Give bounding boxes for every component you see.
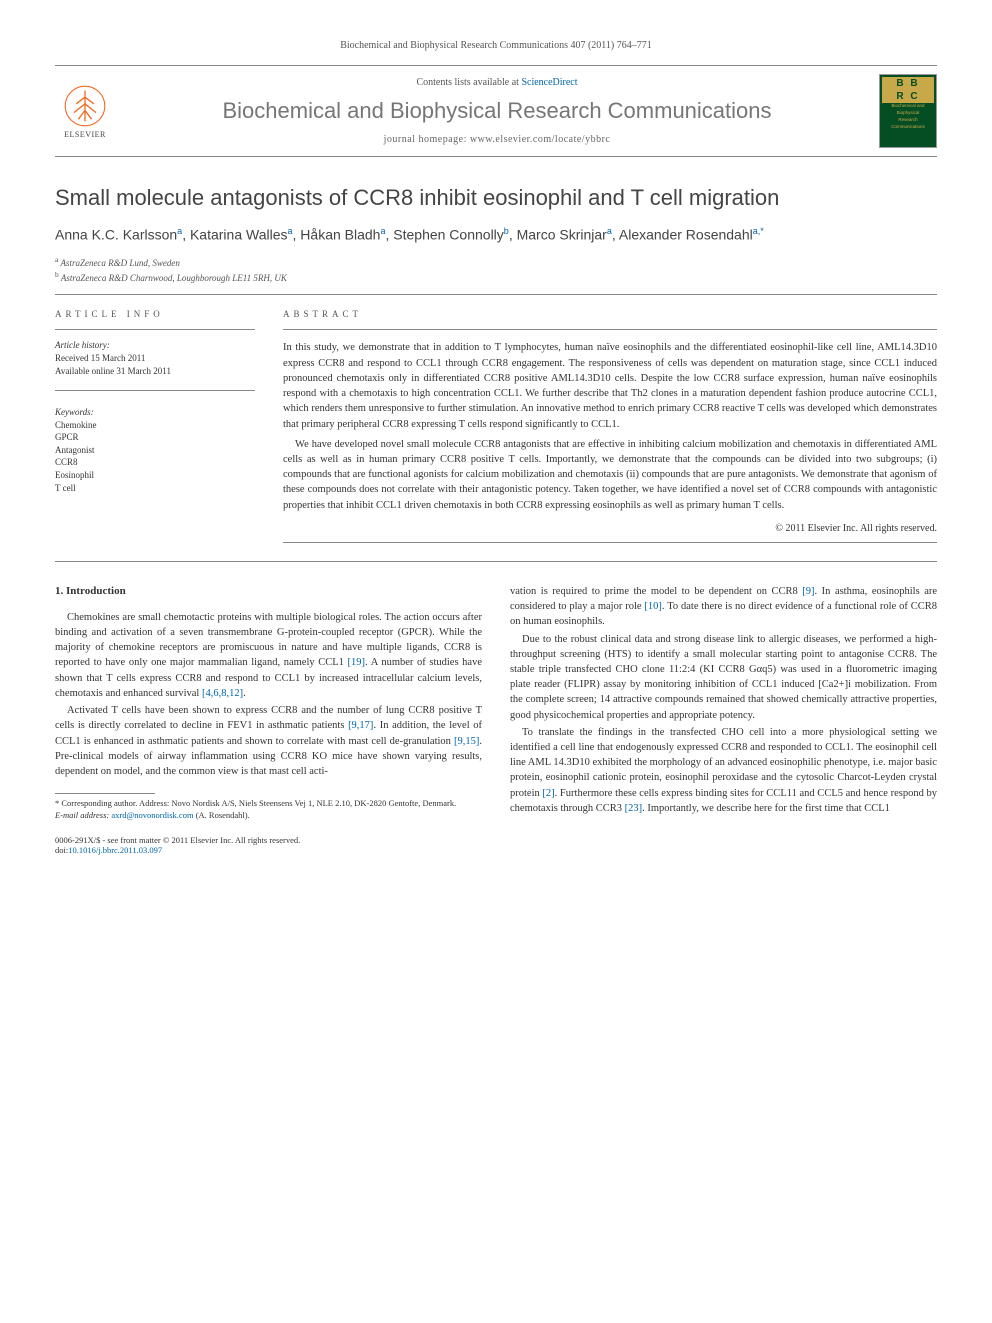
divider [283,542,937,543]
article-meta-row: ARTICLE INFO Article history: Received 1… [55,309,937,542]
cover-abbrev-top: B B [882,77,934,90]
sciencedirect-link[interactable]: ScienceDirect [521,77,577,88]
citation-link[interactable]: [19] [348,657,366,668]
intro-heading: 1. Introduction [55,584,482,600]
contents-prefix: Contents lists available at [416,77,521,88]
available-date: Available online 31 March 2011 [55,365,255,378]
cover-subtitle3: Research [882,118,934,123]
issn-copyright: 0006-291X/$ - see front matter © 2011 El… [55,835,300,845]
intro-para-2: Activated T cells have been shown to exp… [55,703,482,779]
article-info-column: ARTICLE INFO Article history: Received 1… [55,309,255,542]
keyword-item: T cell [55,482,255,495]
authors-list: Anna K.C. Karlssona, Katarina Wallesa, H… [55,225,937,245]
footnote-divider [55,793,155,794]
citation-link[interactable]: [9,17] [348,720,373,731]
header-center: Contents lists available at ScienceDirec… [115,77,879,145]
keyword-item: CCR8 [55,456,255,469]
citation-link[interactable]: [4,6,8,12] [202,688,243,699]
article-title: Small molecule antagonists of CCR8 inhib… [55,185,937,211]
article-info-heading: ARTICLE INFO [55,309,255,319]
affiliation-a: a AstraZeneca R&D Lund, Sweden [55,255,937,270]
abstract-para-1: In this study, we demonstrate that in ad… [283,340,937,431]
citation-link[interactable]: [2] [542,788,554,799]
doi-link[interactable]: 10.1016/j.bbrc.2011.03.097 [68,845,162,855]
email-link[interactable]: axrd@novonordisk.com [111,810,193,820]
elsevier-logo[interactable]: ELSEVIER [55,76,115,146]
citation-link[interactable]: [9,15] [454,736,479,747]
intro-para-3: Due to the robust clinical data and stro… [510,632,937,723]
divider [55,329,255,330]
keyword-item: Antagonist [55,444,255,457]
body-two-column: 1. Introduction Chemokines are small che… [55,584,937,821]
corresponding-footnote: * Corresponding author. Address: Novo No… [55,798,482,809]
affiliation-b: b AstraZeneca R&D Charnwood, Loughboroug… [55,270,937,285]
affiliations: a AstraZeneca R&D Lund, Sweden b AstraZe… [55,255,937,284]
abstract-para-2: We have developed novel small molecule C… [283,437,937,513]
journal-name: Biochemical and Biophysical Research Com… [115,98,879,124]
cover-abbrev-bottom: R C [882,90,934,103]
abstract-text: In this study, we demonstrate that in ad… [283,340,937,512]
keywords-heading: Keywords: [55,407,255,417]
doi-line: doi:10.1016/j.bbrc.2011.03.097 [55,845,300,855]
elsevier-tree-icon [63,84,107,128]
intro-para-4: To translate the findings in the transfe… [510,725,937,816]
keyword-item: GPCR [55,431,255,444]
homepage-line: journal homepage: www.elsevier.com/locat… [115,134,879,145]
citation-link[interactable]: [9] [802,586,814,597]
abstract-heading: ABSTRACT [283,309,937,319]
cover-subtitle4: Communications [882,125,934,130]
page-footer: 0006-291X/$ - see front matter © 2011 El… [55,835,937,855]
abstract-copyright: © 2011 Elsevier Inc. All rights reserved… [283,523,937,534]
journal-header-bar: ELSEVIER Contents lists available at Sci… [55,65,937,157]
contents-line: Contents lists available at ScienceDirec… [115,77,879,88]
right-column: vation is required to prime the model to… [510,584,937,821]
publisher-name: ELSEVIER [64,130,106,139]
divider [55,561,937,562]
cover-subtitle2: Biophysical [882,111,934,116]
homepage-prefix: journal homepage: [384,134,470,145]
divider [55,294,937,295]
intro-para-1: Chemokines are small chemotactic protein… [55,610,482,701]
journal-reference: Biochemical and Biophysical Research Com… [55,40,937,51]
citation-link[interactable]: [23] [625,803,643,814]
keyword-item: Chemokine [55,419,255,432]
cover-subtitle1: Biochemical and [882,104,934,109]
citation-link[interactable]: [10] [644,601,662,612]
intro-para-2-cont: vation is required to prime the model to… [510,584,937,630]
journal-cover-thumbnail[interactable]: B B R C Biochemical and Biophysical Rese… [879,74,937,148]
received-date: Received 15 March 2011 [55,352,255,365]
footer-left: 0006-291X/$ - see front matter © 2011 El… [55,835,300,855]
email-footnote: E-mail address: axrd@novonordisk.com (A.… [55,810,482,821]
abstract-column: ABSTRACT In this study, we demonstrate t… [283,309,937,542]
article-history-heading: Article history: [55,340,255,350]
divider [55,390,255,391]
keyword-item: Eosinophil [55,469,255,482]
left-column: 1. Introduction Chemokines are small che… [55,584,482,821]
divider [283,329,937,330]
homepage-link[interactable]: www.elsevier.com/locate/ybbrc [470,134,610,145]
